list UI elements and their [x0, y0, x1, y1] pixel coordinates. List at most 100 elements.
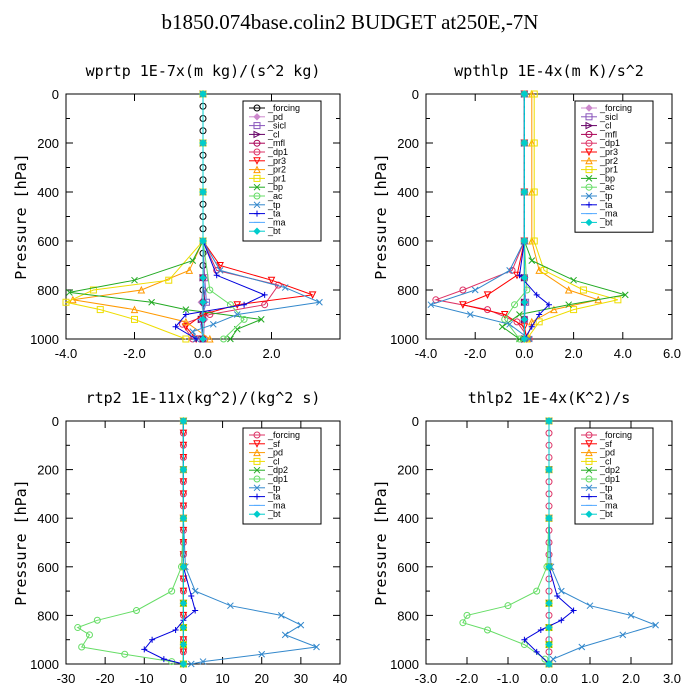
x-tick-label: -1.0: [497, 671, 519, 686]
data-point: [528, 257, 536, 264]
legend-marker: [586, 201, 592, 208]
y-tick-label: 600: [37, 560, 59, 575]
panel-2: wpthlp 1E-4x(m K)/s^2 0 200 400 600 800 1000-4…: [372, 62, 681, 361]
legend-marker: [585, 139, 593, 147]
legend-label: _ac: [599, 182, 615, 192]
data-point: [179, 417, 188, 425]
y-axis-label: Pressure [hPa]: [372, 153, 390, 279]
data-point: [530, 237, 538, 245]
y-tick-label: 400: [397, 511, 419, 526]
data-point: [182, 311, 189, 318]
legend-marker: [585, 448, 593, 457]
data-point: [137, 285, 146, 294]
data-point: [261, 301, 269, 309]
data-point: [570, 276, 577, 284]
data-point: [281, 631, 289, 639]
data-point: [540, 266, 548, 274]
data-point: [132, 607, 140, 615]
data-point: [535, 318, 543, 326]
data-point: [189, 257, 197, 264]
data-point: [182, 306, 190, 313]
data-point: [226, 301, 234, 309]
data-point: [233, 325, 241, 333]
legend-label: _sicl: [599, 112, 618, 122]
series-line: [76, 421, 184, 665]
legend-label: _ta: [599, 492, 613, 502]
y-tick-label: 0: [52, 414, 59, 429]
legend-marker: [585, 104, 593, 112]
legend-marker: [253, 165, 261, 174]
x-tick-label: -2.0: [456, 671, 478, 686]
x-tick-label: -2.0: [464, 346, 486, 361]
y-tick-label: 400: [397, 185, 419, 200]
series-ta: [141, 418, 199, 667]
y-tick-label: 1000: [390, 657, 419, 672]
data-point: [621, 291, 629, 299]
data-point: [179, 514, 188, 522]
data-point: [258, 650, 266, 658]
legend-label: _cl: [599, 456, 612, 466]
panel-1: wprtp 1E-7x(m kg)/(s^2 kg) 0 200 400 600 800 1…: [12, 62, 341, 361]
legend-marker: [585, 218, 593, 227]
legend-label: _mfl: [599, 129, 617, 139]
data-point: [78, 643, 86, 651]
y-axis-label: Pressure [hPa]: [12, 153, 30, 279]
y-tick-label: 1000: [30, 332, 59, 347]
legend-label: _mfl: [267, 138, 285, 148]
legend-marker: [253, 157, 261, 165]
x-tick-label: 1.0: [581, 671, 599, 686]
x-tick-label: 40: [333, 671, 347, 686]
data-point: [179, 465, 188, 474]
data-point: [530, 90, 538, 98]
data-point: [96, 306, 104, 314]
data-point: [627, 612, 635, 619]
data-point: [619, 631, 627, 639]
panel-title: rtp2 1E-11x(kg^2)/(kg^2 s): [86, 389, 321, 407]
data-point: [427, 301, 435, 309]
legend-label: _bt: [599, 509, 613, 519]
legend-label: _pr2: [267, 165, 286, 175]
y-tick-label: 600: [397, 234, 419, 249]
legend-label: _forcing: [599, 103, 632, 113]
legend-marker: [585, 192, 593, 200]
legend-marker: [585, 466, 593, 474]
data-point: [523, 286, 531, 294]
data-point: [545, 660, 553, 668]
data-point: [558, 617, 565, 624]
legend-label: _pd: [267, 112, 283, 122]
legend-marker: [253, 122, 261, 130]
legend-label: _dp1: [267, 147, 288, 157]
data-point: [313, 643, 320, 651]
x-tick-label: -4.0: [55, 346, 77, 361]
legend-marker: [585, 156, 593, 165]
data-point: [66, 289, 73, 296]
legend-label: _dp1: [599, 138, 620, 148]
y-tick-label: 1000: [30, 657, 59, 672]
y-tick-label: 200: [397, 136, 419, 151]
data-point: [121, 650, 129, 658]
y-tick-label: 0: [52, 87, 59, 102]
series-pr3: [459, 90, 531, 344]
data-point: [206, 286, 214, 294]
data-point: [579, 286, 587, 294]
data-point: [564, 285, 573, 294]
series-bt: [545, 417, 553, 668]
legend-marker: [253, 192, 261, 200]
legend-label: _pr3: [599, 147, 618, 157]
data-point: [511, 301, 519, 309]
data-point: [506, 320, 513, 328]
panel-4: thlp2 1E-4x(K^2)/s 0 200 400 600 800 1000-3.0 -…: [372, 389, 681, 686]
legend-label: _pr2: [599, 156, 618, 166]
data-point: [463, 611, 471, 619]
legend-marker: [585, 148, 593, 157]
series-pr2: [69, 89, 214, 343]
legend-label: _pr3: [267, 156, 286, 166]
data-point: [297, 621, 305, 629]
x-tick-label: -30: [57, 671, 76, 686]
data-point: [185, 266, 194, 274]
x-tick-label: -10: [135, 671, 154, 686]
data-point: [179, 660, 188, 668]
data-point: [459, 286, 467, 294]
legend-label: _bp: [599, 173, 615, 183]
legend-label: _ta: [599, 200, 613, 210]
